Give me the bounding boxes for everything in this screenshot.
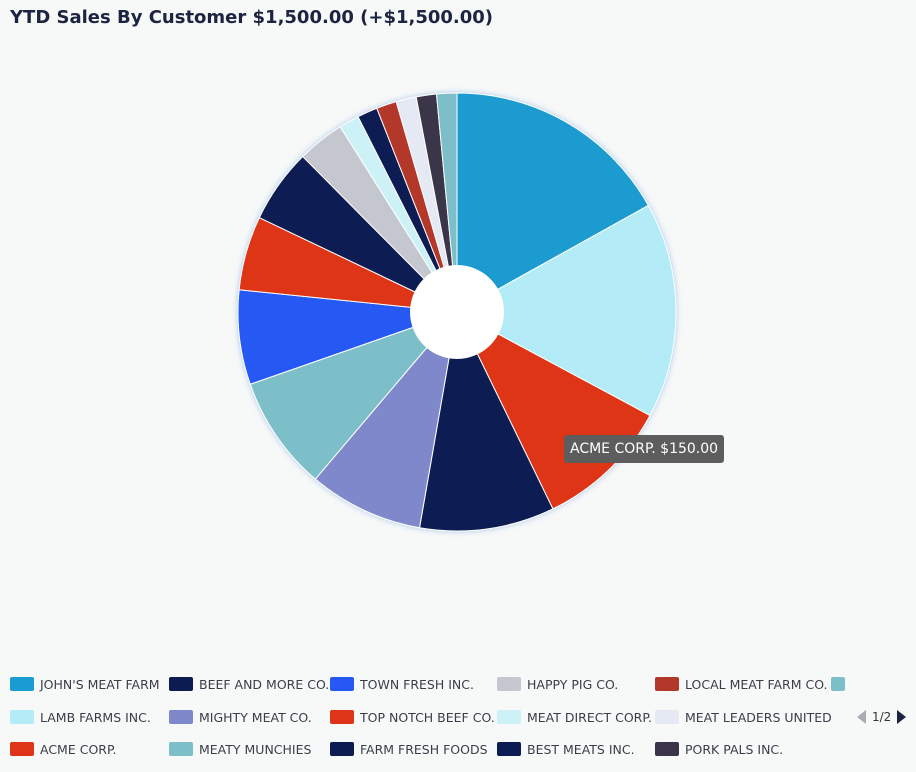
pie-chart	[237, 92, 677, 532]
legend-swatch	[497, 710, 521, 724]
legend-label: FARM FRESH FOODS	[360, 741, 488, 757]
legend-item[interactable]: MIGHTY MEAT CO.	[169, 709, 312, 725]
legend-label: JOHN'S MEAT FARM	[40, 676, 160, 692]
legend-swatch	[655, 677, 679, 691]
legend-item[interactable]: BEST MEATS INC.	[497, 741, 635, 757]
pie-slice-16[interactable]	[435, 92, 458, 313]
legend-swatch	[330, 710, 354, 724]
pie-slice-6[interactable]	[249, 310, 459, 480]
legend-swatch	[497, 677, 521, 691]
legend-item[interactable]: JOHN'S MEAT FARM	[10, 676, 160, 692]
pie-hole	[410, 265, 504, 359]
legend-swatch	[10, 710, 34, 724]
legend-label: MEATY MUNCHIES	[199, 741, 312, 757]
pie-slice-2[interactable]	[455, 204, 677, 417]
legend-label: TOP NOTCH BEEF CO.	[360, 709, 495, 725]
slice-tooltip: ACME CORP. $150.00	[564, 435, 725, 463]
legend-label: MIGHTY MEAT CO.	[199, 709, 312, 725]
legend-item[interactable]: LOCAL MEAT FARM CO.	[655, 676, 828, 692]
legend-label: ACME CORP.	[40, 741, 117, 757]
legend-item[interactable]: BEEF AND MORE CO.	[169, 676, 329, 692]
legend-label: LOCAL MEAT FARM CO.	[685, 676, 828, 692]
legend-swatch	[10, 677, 34, 691]
pie-slice-1[interactable]	[456, 92, 650, 313]
pager-next-icon[interactable]	[897, 710, 907, 724]
legend-pager: 1/2	[857, 709, 907, 725]
legend-swatch	[169, 742, 193, 756]
legend-label: BEEF AND MORE CO.	[199, 676, 330, 692]
legend-swatch	[831, 677, 845, 691]
legend-item[interactable]	[831, 676, 851, 692]
legend-swatch	[330, 742, 354, 756]
legend-label: BEST MEATS INC.	[527, 741, 635, 757]
legend-swatch	[169, 677, 193, 691]
legend-swatch	[497, 742, 521, 756]
legend-item[interactable]: ACME CORP.	[10, 741, 117, 757]
legend-label: HAPPY PIG CO.	[527, 676, 619, 692]
pie-slice-5[interactable]	[314, 310, 458, 529]
legend-item[interactable]: PORK PALS INC.	[655, 741, 783, 757]
pie-slice-4[interactable]	[418, 310, 554, 532]
legend-item[interactable]: HAPPY PIG CO.	[497, 676, 618, 692]
legend-label: PORK PALS INC.	[685, 741, 784, 757]
legend-item[interactable]: MEAT LEADERS UNITED	[655, 709, 832, 725]
legend-label: LAMB FARMS INC.	[40, 709, 151, 725]
legend-item[interactable]: TOP NOTCH BEEF CO.	[330, 709, 495, 725]
legend-item[interactable]: TOWN FRESH INC.	[330, 676, 474, 692]
legend-swatch	[330, 677, 354, 691]
pager-label: 1/2	[872, 710, 892, 724]
legend-label: TOWN FRESH INC.	[360, 676, 474, 692]
pager-prev-icon[interactable]	[857, 710, 866, 724]
legend-item[interactable]: FARM FRESH FOODS	[330, 741, 488, 757]
chart-title: YTD Sales By Customer $1,500.00 (+$1,500…	[10, 7, 494, 28]
legend-item[interactable]: MEAT DIRECT CORP.	[497, 709, 652, 725]
legend-swatch	[655, 742, 679, 756]
legend-swatch	[655, 710, 679, 724]
legend-item[interactable]: LAMB FARMS INC.	[10, 709, 151, 725]
legend-swatch	[169, 710, 193, 724]
legend-swatch	[10, 742, 34, 756]
legend-label: MEAT LEADERS UNITED	[685, 709, 832, 725]
legend-label: MEAT DIRECT CORP.	[527, 709, 652, 725]
legend-item[interactable]: MEATY MUNCHIES	[169, 741, 311, 757]
